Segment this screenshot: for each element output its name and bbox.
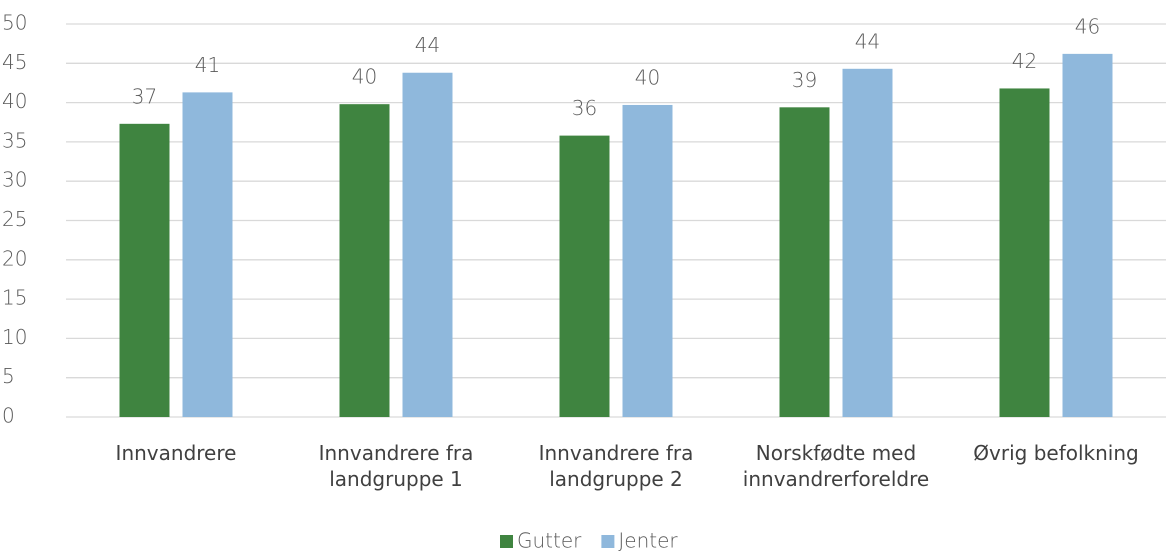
bar: [119, 123, 170, 418]
bar: [779, 107, 830, 417]
bar: [842, 68, 893, 417]
bar: [182, 92, 233, 417]
y-tick-label: 25: [2, 207, 27, 231]
y-tick-label: 50: [2, 11, 27, 35]
x-tick-label: Innvandrere fra landgruppe 2: [538, 441, 694, 491]
data-label: 37: [132, 84, 157, 108]
bar: [622, 104, 673, 417]
y-tick-label: 45: [2, 50, 27, 74]
data-label: 36: [572, 96, 597, 120]
data-label: 40: [635, 65, 660, 89]
y-tick-label: 20: [2, 246, 27, 270]
legend-label: Jenter: [618, 529, 678, 553]
y-tick-label: 0: [2, 404, 15, 428]
x-tick-label: Øvrig befolkning: [973, 441, 1139, 465]
data-label: 39: [792, 68, 817, 92]
data-label: 41: [195, 53, 220, 77]
y-tick-label: 40: [2, 89, 27, 113]
bar: [402, 72, 453, 418]
data-label: 44: [415, 33, 440, 57]
x-tick-label: Innvandrere: [115, 441, 237, 465]
y-tick-label: 15: [2, 286, 27, 310]
bar: [339, 104, 390, 417]
bar: [999, 88, 1050, 418]
bar: [559, 135, 610, 417]
legend-label: Gutter: [517, 529, 582, 553]
x-tick-label: Norskfødte med innvandrerforeldre: [742, 441, 930, 491]
y-tick-label: 5: [2, 364, 15, 388]
legend-swatch: [500, 535, 513, 548]
data-label: 40: [352, 65, 377, 89]
y-tick-label: 35: [2, 128, 27, 152]
legend-swatch: [601, 535, 615, 548]
data-label: 46: [1075, 14, 1100, 38]
y-tick-label: 10: [2, 325, 27, 349]
data-label: 42: [1012, 49, 1037, 73]
x-tick-label: Innvandrere fra landgruppe 1: [318, 441, 474, 491]
data-label: 44: [855, 29, 880, 53]
y-tick-label: 30: [2, 168, 27, 192]
bar: [1062, 53, 1113, 417]
